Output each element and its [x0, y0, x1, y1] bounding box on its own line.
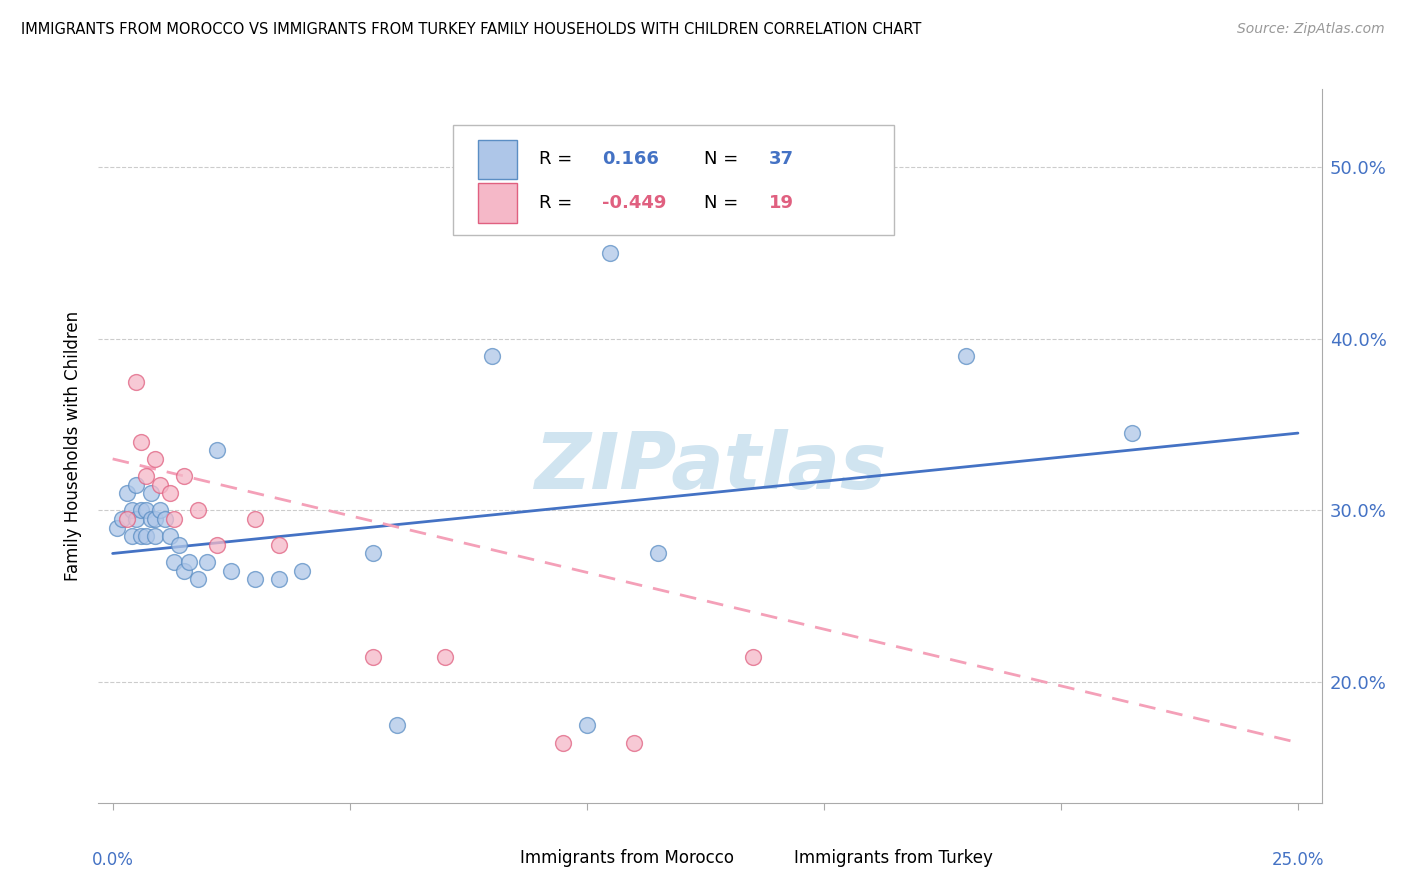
- Text: R =: R =: [538, 194, 578, 212]
- Point: [363, 546, 385, 560]
- Point: [1121, 426, 1143, 441]
- Point: [125, 375, 148, 389]
- Point: [177, 555, 200, 569]
- Point: [291, 564, 314, 578]
- Point: [623, 736, 645, 750]
- FancyBboxPatch shape: [453, 125, 893, 235]
- Point: [955, 349, 977, 363]
- Point: [173, 469, 195, 483]
- Point: [219, 564, 242, 578]
- Point: [243, 572, 266, 586]
- Point: [205, 443, 228, 458]
- Point: [647, 546, 669, 560]
- Point: [187, 572, 209, 586]
- Text: Immigrants from Turkey: Immigrants from Turkey: [794, 849, 993, 867]
- Point: [153, 512, 176, 526]
- Text: 25.0%: 25.0%: [1271, 851, 1324, 869]
- Text: 0.0%: 0.0%: [91, 851, 134, 869]
- Point: [159, 529, 181, 543]
- Text: ZIPatlas: ZIPatlas: [534, 429, 886, 506]
- Point: [575, 718, 598, 732]
- Point: [129, 529, 152, 543]
- Text: 37: 37: [769, 151, 794, 169]
- Point: [115, 486, 138, 500]
- Point: [267, 572, 290, 586]
- FancyBboxPatch shape: [745, 849, 787, 867]
- Point: [163, 512, 186, 526]
- Point: [139, 486, 162, 500]
- Point: [129, 503, 152, 517]
- Point: [551, 736, 574, 750]
- Point: [481, 349, 503, 363]
- Point: [149, 503, 172, 517]
- Point: [135, 503, 157, 517]
- Text: R =: R =: [538, 151, 578, 169]
- Text: 19: 19: [769, 194, 794, 212]
- Point: [741, 649, 763, 664]
- Text: -0.449: -0.449: [602, 194, 666, 212]
- Point: [129, 434, 152, 449]
- FancyBboxPatch shape: [478, 140, 517, 179]
- FancyBboxPatch shape: [471, 849, 513, 867]
- Point: [173, 564, 195, 578]
- Point: [111, 512, 134, 526]
- Point: [121, 529, 143, 543]
- Point: [243, 512, 266, 526]
- Point: [135, 529, 157, 543]
- Point: [433, 649, 456, 664]
- Text: IMMIGRANTS FROM MOROCCO VS IMMIGRANTS FROM TURKEY FAMILY HOUSEHOLDS WITH CHILDRE: IMMIGRANTS FROM MOROCCO VS IMMIGRANTS FR…: [21, 22, 921, 37]
- Point: [149, 477, 172, 491]
- Point: [363, 649, 385, 664]
- Point: [167, 538, 190, 552]
- Point: [599, 245, 621, 260]
- FancyBboxPatch shape: [478, 184, 517, 223]
- Point: [121, 503, 143, 517]
- Point: [143, 512, 166, 526]
- Y-axis label: Family Households with Children: Family Households with Children: [65, 311, 83, 581]
- Point: [125, 512, 148, 526]
- Point: [139, 512, 162, 526]
- Point: [205, 538, 228, 552]
- Point: [105, 521, 128, 535]
- Point: [267, 538, 290, 552]
- Point: [135, 469, 157, 483]
- Text: N =: N =: [704, 151, 744, 169]
- Point: [115, 512, 138, 526]
- Text: Immigrants from Morocco: Immigrants from Morocco: [520, 849, 734, 867]
- Point: [143, 529, 166, 543]
- Text: N =: N =: [704, 194, 744, 212]
- Point: [125, 477, 148, 491]
- Point: [197, 555, 219, 569]
- Point: [385, 718, 408, 732]
- Point: [143, 451, 166, 466]
- Point: [163, 555, 186, 569]
- Point: [187, 503, 209, 517]
- Point: [159, 486, 181, 500]
- Text: 0.166: 0.166: [602, 151, 659, 169]
- Text: Source: ZipAtlas.com: Source: ZipAtlas.com: [1237, 22, 1385, 37]
